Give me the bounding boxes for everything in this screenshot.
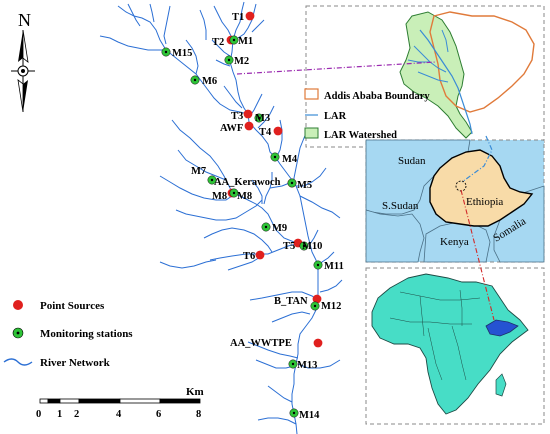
inset-watershed-polygon	[399, 11, 473, 139]
label-t6: T6	[243, 251, 255, 262]
connector-watershed-to-ethiopia	[461, 135, 493, 183]
station-dot	[193, 78, 197, 82]
north-label: N	[18, 10, 31, 30]
label-aa-wwtpe: AA_WWTPE	[230, 338, 292, 349]
point-source-aa-wwtpe	[313, 338, 323, 348]
inset-legend-lar: LAR	[324, 111, 347, 122]
inset-africa-continent	[371, 273, 529, 415]
legend-point-sources: Point Sources	[40, 300, 105, 312]
legend: Point Sources Monitoring stations River …	[3, 300, 133, 369]
station-dot	[290, 181, 294, 185]
inset-label-kenya: Kenya	[440, 236, 469, 248]
connector-ethiopia-to-africa	[460, 189, 495, 321]
label-m4: M4	[282, 154, 298, 165]
label-aa-kerawoch: AA_Kerawoch	[214, 177, 281, 188]
site-labels: T1 T2 M1 M2 M15 M6 T3 M3 AWF T4 M4 M7 AA…	[172, 12, 344, 421]
scale-bar: Km 0 1 2 4 6 8	[36, 386, 204, 420]
label-t5: T5	[283, 241, 295, 252]
station-dot	[210, 178, 214, 182]
inset-label-ssudan: S.Sudan	[382, 200, 419, 212]
scale-tick-8: 8	[196, 409, 201, 420]
label-m10: M10	[302, 241, 322, 252]
label-m5: M5	[297, 180, 312, 191]
label-m9: M9	[272, 223, 287, 234]
legend-river-symbol	[3, 358, 33, 366]
inset-africa-ethiopia	[485, 319, 519, 337]
inset-lar-main	[419, 29, 473, 135]
point-source-t4	[273, 126, 283, 136]
label-m14: M14	[299, 410, 320, 421]
station-dot	[164, 50, 168, 54]
north-arrow: N	[11, 10, 35, 113]
label-m3: M3	[255, 113, 270, 124]
label-t1: T1	[232, 12, 244, 23]
scale-tick-0: 0	[36, 409, 41, 420]
inset-label-sudan: Sudan	[398, 155, 426, 167]
station-dot	[264, 225, 268, 229]
scale-tick-6: 6	[156, 409, 161, 420]
station-dot	[313, 304, 317, 308]
inset-legend-boundary: Addis Ababa Boundary	[324, 91, 430, 102]
station-dot	[257, 116, 261, 120]
station-dot	[232, 38, 236, 42]
point-source-t1	[245, 11, 255, 21]
inset-madagascar	[495, 373, 507, 397]
station-dot	[291, 362, 295, 366]
label-m7: M7	[191, 166, 206, 177]
point-source-t3	[243, 109, 253, 119]
station-dot	[316, 263, 320, 267]
monitoring-stations-layer	[161, 35, 323, 418]
inset-watershed: Addis Ababa Boundary LAR LAR Watershed	[304, 5, 545, 148]
label-t3: T3	[231, 111, 243, 122]
legend-point-symbol	[13, 300, 23, 310]
legend-monitoring-stations: Monitoring stations	[40, 328, 133, 340]
river-network	[99, 1, 343, 434]
station-dot	[292, 411, 296, 415]
inset-ethiopia: Sudan S.Sudan Ethiopia Kenya Somalia	[365, 139, 545, 263]
station-dot	[273, 155, 277, 159]
station-dot	[302, 244, 306, 248]
label-m2: M2	[234, 56, 249, 67]
point-source-t6	[255, 250, 265, 260]
inset-ethiopia-country	[429, 149, 534, 227]
label-m6: M6	[202, 76, 217, 87]
label-m1: M1	[238, 36, 253, 47]
inset-addis-boundary	[429, 11, 535, 113]
label-b-tan: B_TAN	[274, 296, 308, 307]
label-t2: T2	[212, 37, 224, 48]
label-m8-point: M8	[212, 191, 227, 202]
label-awf: AWF	[220, 123, 243, 134]
label-m12: M12	[321, 301, 341, 312]
label-m15: M15	[172, 48, 192, 59]
inset-africa	[365, 267, 545, 425]
station-dot	[232, 191, 236, 195]
label-m11: M11	[324, 261, 344, 272]
scale-tick-4: 4	[116, 409, 122, 420]
label-t4: T4	[259, 127, 272, 138]
point-source-b-tan	[312, 294, 322, 304]
label-m8: M8	[237, 191, 252, 202]
connector-study-to-watershed	[236, 61, 437, 75]
inset-legend-watershed: LAR Watershed	[324, 130, 397, 141]
legend-river-network: River Network	[40, 357, 111, 369]
label-m13: M13	[297, 360, 317, 371]
station-dot	[227, 58, 231, 62]
inset-connectors	[236, 61, 495, 321]
scale-tick-1: 1	[57, 409, 62, 420]
point-source-awf	[244, 121, 254, 131]
scale-unit: Km	[186, 386, 204, 398]
scale-tick-2: 2	[74, 409, 79, 420]
inset-label-ethiopia: Ethiopia	[466, 196, 503, 208]
